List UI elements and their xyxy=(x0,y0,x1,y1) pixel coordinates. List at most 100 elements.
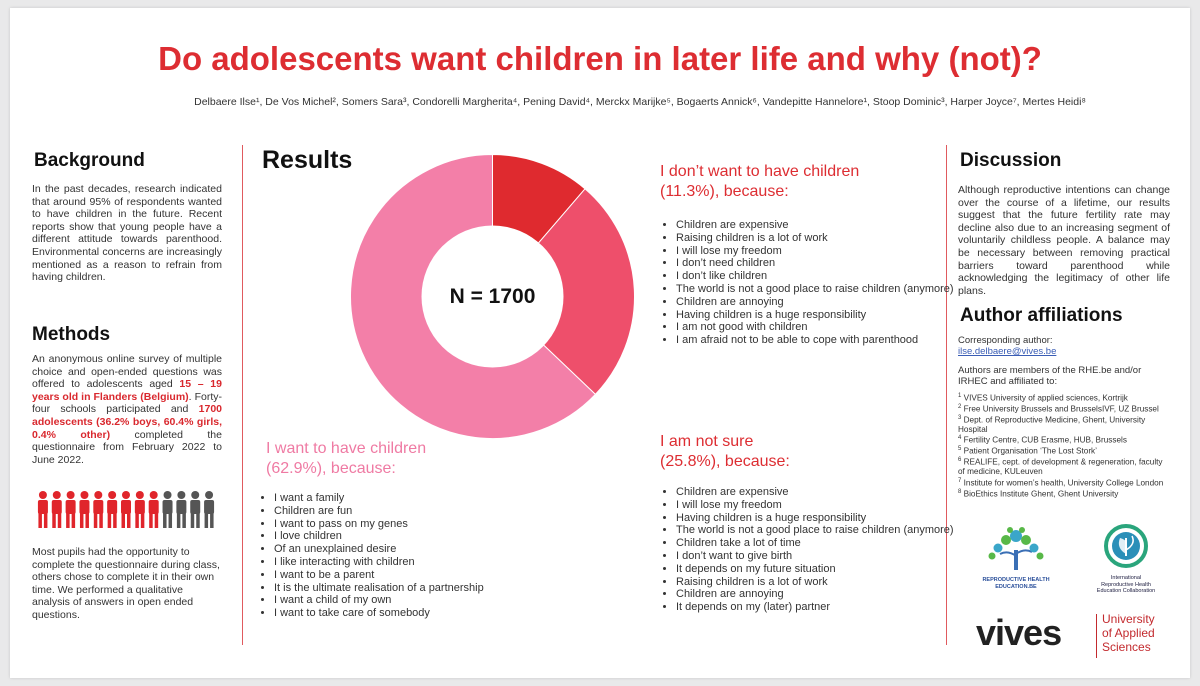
dont-heading-line: (11.3%), because: xyxy=(660,183,789,200)
author-list: Delbaere Ilse¹, De Vos Michel², Somers S… xyxy=(194,96,1086,108)
want-reason-item: I want a child of my own xyxy=(274,594,554,607)
want-reason-item: I love children xyxy=(274,530,554,543)
want-children-reasons: I want a familyChildren are funI want to… xyxy=(260,492,554,620)
sample-size-label: N = 1700 xyxy=(450,285,536,308)
person-icon-grey xyxy=(162,491,173,528)
dont-want-reason-item: Raising children is a lot of work xyxy=(676,232,961,245)
want-heading-line: I want to have children xyxy=(266,440,427,457)
notsure-heading-line: (25.8%), because: xyxy=(660,453,790,470)
not-sure-reason-item: Having children is a huge responsibility xyxy=(676,512,961,525)
person-icon-red xyxy=(134,491,145,528)
background-heading: Background xyxy=(34,150,145,171)
want-reason-item: I like interacting with children xyxy=(274,556,554,569)
tree-people-icon xyxy=(988,527,1044,570)
affiliation-item: 7 Institute for women’s health, Universi… xyxy=(958,477,1164,488)
dont-want-reason-item: I am afraid not to be able to cope with … xyxy=(676,334,961,347)
dont-want-reason-item: The world is not a good place to raise c… xyxy=(676,283,961,296)
discussion-text: Although reproductive intentions can cha… xyxy=(958,184,1170,297)
methods-heading: Methods xyxy=(32,324,111,345)
person-icon-grey xyxy=(204,491,215,528)
corresponding-email-link[interactable]: ilse.delbaere@vives.be xyxy=(958,346,1057,357)
dont-want-reason-item: I don’t like children xyxy=(676,270,961,283)
dont-want-reason-item: Children are annoying xyxy=(676,296,961,309)
not-sure-reason-item: Children are annoying xyxy=(676,588,961,601)
not-sure-reason-item: Raising children is a lot of work xyxy=(676,576,961,589)
vives-separator xyxy=(1096,614,1097,658)
irhec-logo: International Reproductive Health Educatio… xyxy=(1076,524,1176,595)
irhec-line: Reproductive Health xyxy=(1101,581,1151,588)
want-reason-item: Children are fun xyxy=(274,505,554,518)
irhec-logo-text: International Reproductive Health Educatio… xyxy=(1076,575,1176,595)
not-sure-reason-item: It depends on my (later) partner xyxy=(676,601,961,614)
dont-want-reason-item: I will lose my freedom xyxy=(676,245,961,258)
column-divider-left xyxy=(242,145,243,645)
background-text: In the past decades, research indicated … xyxy=(32,183,222,284)
methods-text-part: . Forty-four schools participated and xyxy=(32,390,222,416)
person-icon-red xyxy=(93,491,104,528)
not-sure-reason-item: Children are expensive xyxy=(676,486,961,499)
not-sure-reason-item: It depends on my future situation xyxy=(676,563,961,576)
affiliation-item: 8 BioEthics Institute Ghent, Ghent Unive… xyxy=(958,488,1119,499)
want-reason-item: I want to be a parent xyxy=(274,569,554,582)
affiliation-item: 1 VIVES University of applied sciences, … xyxy=(958,393,1128,403)
column-divider-right xyxy=(946,145,947,645)
donut-hole xyxy=(421,225,564,368)
rhe-logo: REPRODUCTIVE HEALTH EDUCATION.BE xyxy=(980,526,1052,590)
people-pictogram xyxy=(37,491,215,528)
affiliation-item: 6 REALIFE, cept. of development & regene… xyxy=(958,457,1163,477)
affiliations-heading: Author affiliations xyxy=(960,305,1123,326)
affiliation-item: 3 Dept. of Reproductive Medicine, Ghent,… xyxy=(958,415,1146,435)
results-heading: Results xyxy=(262,146,353,174)
not-sure-reason-item: I don’t want to give birth xyxy=(676,550,961,563)
person-icon-red xyxy=(148,491,159,528)
not-sure-reason-item: I will lose my freedom xyxy=(676,499,961,512)
leaf-circle-icon xyxy=(1104,524,1148,568)
want-reason-item: I want a family xyxy=(274,492,554,505)
dont-want-reason-item: I don’t need children xyxy=(676,257,961,270)
affiliation-item: 2 Free University Brussels and BrusselsI… xyxy=(958,404,1159,414)
results-donut-chart: N = 1700 xyxy=(350,154,635,439)
vives-wordmark: vives xyxy=(976,612,1062,653)
dont-heading-line: I don’t want to have children xyxy=(660,163,860,180)
corresponding-author: Corresponding author: ilse.delbaere@vives… xyxy=(958,335,1170,357)
methods-pupils-text: Most pupils had the opportunity to compl… xyxy=(32,546,220,621)
affiliation-item: 5 Patient Organisation ‘The Lost Stork’ xyxy=(958,446,1097,457)
person-icon-grey xyxy=(190,491,201,528)
want-reason-item: Of an unexplained desire xyxy=(274,543,554,556)
irhec-line: International xyxy=(1110,575,1142,581)
poster: Do adolescents want children in later li… xyxy=(10,8,1190,678)
not-sure-reason-item: The world is not a good place to raise c… xyxy=(676,524,961,537)
methods-age-highlight: 15 – 19 years old in Flanders (Belgium) xyxy=(32,378,222,403)
person-icon-red xyxy=(121,491,131,528)
irhec-line: Education Collaboration xyxy=(1096,588,1156,594)
person-icon-red xyxy=(79,491,90,528)
person-icon-grey xyxy=(176,491,187,528)
not-sure-reason-item: Children take a lot of time xyxy=(676,537,961,550)
donut-slice-not-sure xyxy=(491,188,635,396)
vives-sub-line: of Applied xyxy=(1102,626,1155,640)
dont-want-children-reasons: Children are expensiveRaising children i… xyxy=(662,219,961,347)
methods-text-part: An anonymous online survey of multiple c… xyxy=(32,353,222,391)
membership-note: Authors are members of the RHE.be and/or… xyxy=(958,365,1142,387)
poster-title: Do adolescents want children in later li… xyxy=(158,40,1042,77)
methods-sample-highlight: 1700 adolescents (36.2% boys, 60.4% girl… xyxy=(32,403,222,441)
want-reason-item: I want to pass on my genes xyxy=(274,518,554,531)
methods-text-part: completed the questionnaire from Februar… xyxy=(32,428,222,466)
methods-text: An anonymous online survey of multiple c… xyxy=(32,353,222,466)
not-sure-reasons: Children are expensiveI will lose my fre… xyxy=(662,486,961,614)
want-reason-item: It is the ultimate realisation of a part… xyxy=(274,582,554,595)
dont-want-children-heading: I don’t want to have children (11.3%), be… xyxy=(660,162,920,202)
not-sure-heading: I am not sure (25.8%), because: xyxy=(660,432,920,472)
vives-subtitle: University of Applied Sciences xyxy=(1102,612,1155,654)
person-icon-red xyxy=(65,491,76,528)
dont-want-reason-item: I am not good with children xyxy=(676,321,961,334)
want-heading-line: (62.9%), because: xyxy=(266,460,396,477)
dont-want-reason-item: Having children is a huge responsibility xyxy=(676,309,961,322)
person-icon-red xyxy=(107,491,118,528)
person-icon-red xyxy=(51,491,62,528)
vives-sub-line: Sciences xyxy=(1102,640,1151,654)
want-children-heading: I want to have children (62.9%), because: xyxy=(266,439,496,479)
discussion-heading: Discussion xyxy=(960,150,1062,171)
rhe-logo-text: REPRODUCTIVE HEALTH EDUCATION.BE xyxy=(982,577,1050,590)
notsure-heading-line: I am not sure xyxy=(660,433,754,450)
